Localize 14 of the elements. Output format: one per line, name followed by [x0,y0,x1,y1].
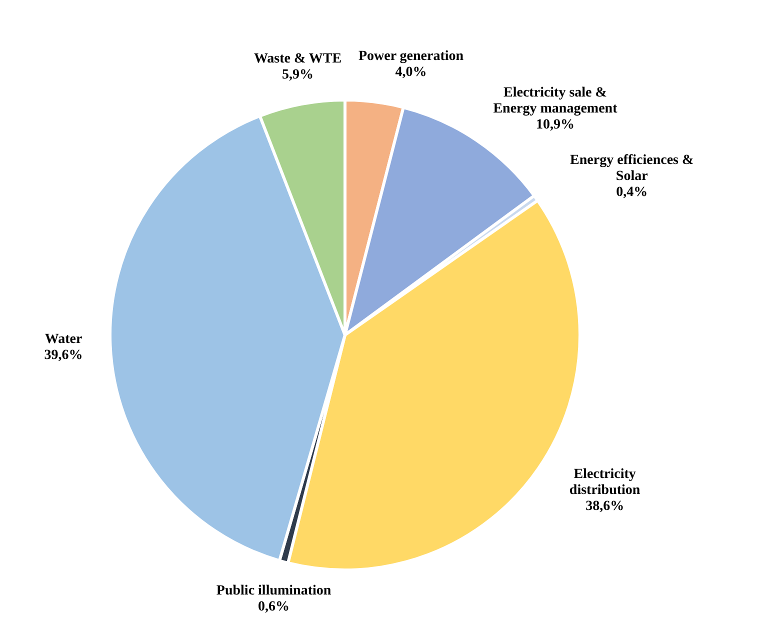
slice-label: Water [44,332,82,348]
slice-label: Power generation [358,49,464,64]
data-label: 38,6% [586,498,624,514]
slice-label: Waste & WTE [254,52,342,67]
slice-label: Public illumination [216,584,332,599]
slice-label: Electricity distribution [569,466,640,498]
data-label: 0,4% [616,184,648,200]
data-label: 10,9% [536,118,574,133]
data-label: 39,6% [44,348,83,364]
data-label: 0,6% [258,600,290,615]
data-label: 5,9% [282,68,314,83]
slice-label: Energy efficiences & Solar [570,152,694,184]
slice-label: Electricity sale & Energy management [493,86,618,117]
data-label: 4,0% [395,65,427,80]
